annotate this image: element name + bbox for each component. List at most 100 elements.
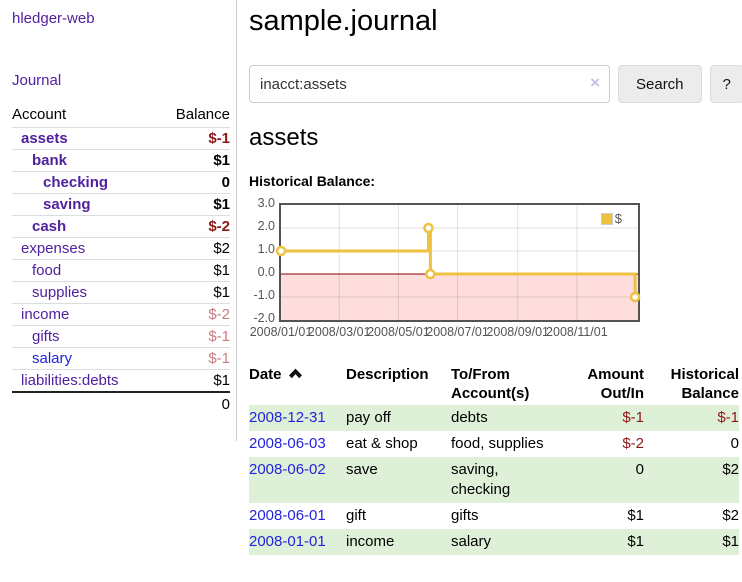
sidebar-account-balance: $-1 [208,350,230,367]
chart-x-tick: 2008/07/01 [426,325,489,339]
register-row: 2008-12-31 pay off debts $-1 $-1 [249,405,739,431]
sidebar-account-balance: $-2 [208,218,230,235]
register-balance: $2 [722,461,739,478]
accounts-total-value: 0 [156,391,230,416]
clear-search-icon[interactable]: × [590,73,600,92]
sidebar-account-link[interactable]: gifts [32,328,60,345]
account-row: liabilities:debts $1 [12,369,230,393]
search-input[interactable] [249,65,610,103]
sidebar-account-balance: $2 [213,240,230,257]
register-description: save [346,461,378,478]
sidebar-account-link[interactable]: food [32,262,62,279]
register-balance: 0 [730,435,739,452]
sidebar: hledger-web Journal Account Balance asse… [0,0,237,441]
register-balance: $2 [722,507,739,524]
sidebar-account-link[interactable]: liabilities:debts [21,372,119,389]
register-tofrom-accounts: salary [451,533,492,550]
account-row: salary $-1 [12,347,230,370]
register-row: 2008-06-03 eat & shop food, supplies $-2 0 [249,431,739,457]
register-amount: $1 [627,533,644,550]
chart-plot-area: $ [275,203,641,322]
register-tofrom-accounts: gifts [451,507,479,524]
search-button[interactable]: Search [618,65,702,103]
register-row: 2008-06-02 save saving, checking 0 $2 [249,457,739,503]
sidebar-account-balance: $1 [213,284,230,301]
chart-legend: $ [600,211,622,226]
register-description: pay off [346,409,391,426]
sidebar-account-link[interactable]: supplies [32,284,88,301]
register-amount: $-1 [622,409,644,426]
chart-y-tick: -2.0 [253,311,275,325]
register-date-link[interactable]: 2008-12-31 [249,409,326,426]
accounts-header-balance: Balance [175,106,230,123]
register-amount: 0 [635,461,644,478]
sidebar-account-link[interactable]: checking [43,174,109,191]
accounts-total-spacer [12,391,157,416]
account-row: income $-2 [12,303,230,326]
sidebar-account-link[interactable]: assets [21,130,68,147]
register-row: 2008-06-01 gift gifts $1 $2 [249,503,739,529]
account-row: cash $-2 [12,215,230,238]
register-description: income [346,533,395,550]
search-form: × Search ? [249,65,742,103]
register-description: eat & shop [346,435,418,452]
sidebar-account-link[interactable]: cash [32,218,67,235]
sidebar-account-link[interactable]: expenses [21,240,86,257]
account-row: supplies $1 [12,281,230,304]
accounts-table: Account Balance assets $-1 bank $1 checking 0… [12,104,230,416]
register-date-link[interactable]: 2008-06-02 [249,461,326,478]
register-date-link[interactable]: 2008-06-01 [249,507,326,524]
historical-balance-chart: $3.0 2.0 1.0 0.0 -1.0 -2.0 2008/01/01 2008/03/0… [249,196,649,344]
account-row: food $1 [12,259,230,282]
register-row: 2008-01-01 income salary $1 $1 [249,529,739,555]
sidebar-account-balance: $1 [213,372,230,389]
legend-swatch-icon [600,212,613,225]
register-description: gift [346,507,367,524]
chart-y-tick: -1.0 [253,288,275,302]
app-root: hledger-web Journal Account Balance asse… [0,0,742,555]
sort-up-icon [288,368,302,379]
chart-x-tick: 2008/05/01 [367,325,430,339]
chart-x-tick: 2008/03/01 [307,325,371,339]
register-header-amount: Amount Out/In [587,366,644,402]
register-header-date[interactable]: Date [249,363,346,405]
accounts-header-row: Account Balance [12,104,230,128]
register-date-link[interactable]: 2008-06-03 [249,435,326,452]
help-button[interactable]: ? [709,65,742,103]
sidebar-account-link[interactable]: salary [32,350,73,367]
sidebar-account-balance: $-1 [208,328,230,345]
chart-y-tick: 2.0 [257,219,275,233]
chart-label: Historical Balance: [249,173,376,189]
register-date-link[interactable]: 2008-01-01 [249,533,326,550]
register-tofrom-accounts: food, supplies [451,435,544,452]
register-tofrom-accounts: saving, checking [451,461,511,498]
register-tofrom-accounts: debts [451,409,488,426]
sidebar-account-balance: $1 [213,152,230,169]
register-header-balance: Historical Balance [670,366,739,402]
sidebar-account-balance: $-1 [208,130,230,147]
register-amount: $1 [627,507,644,524]
register-balance: $-1 [717,409,739,426]
chart-y-tick: 0.0 [257,265,275,279]
sidebar-account-link[interactable]: saving [43,196,91,213]
accounts-total-row: 0 [12,391,230,416]
chart-x-tick: 2008/09/01 [486,325,549,339]
chart-series-svg [275,205,641,320]
chart-y-tick: 1.0 [257,242,275,256]
legend-label: $ [614,211,622,226]
account-row: assets $-1 [12,127,230,150]
register-header-tofrom: To/From Account(s) [451,366,530,402]
app-title-link[interactable]: hledger-web [12,10,95,27]
journal-link[interactable]: Journal [12,72,62,89]
sidebar-account-balance: 0 [221,174,230,191]
account-row: saving $1 [12,193,230,216]
sidebar-account-link[interactable]: bank [32,152,68,169]
account-row: checking 0 [12,171,230,194]
search-box: × [249,65,610,103]
register-table: Date Description To/From Account(s) Amou… [249,363,739,555]
chart-x-tick: 2008/11/01 [546,325,608,339]
sidebar-account-link[interactable]: income [21,306,70,323]
register-balance: $1 [722,533,739,550]
register-header-description: Description [346,366,429,383]
sidebar-account-balance: $1 [213,262,230,279]
